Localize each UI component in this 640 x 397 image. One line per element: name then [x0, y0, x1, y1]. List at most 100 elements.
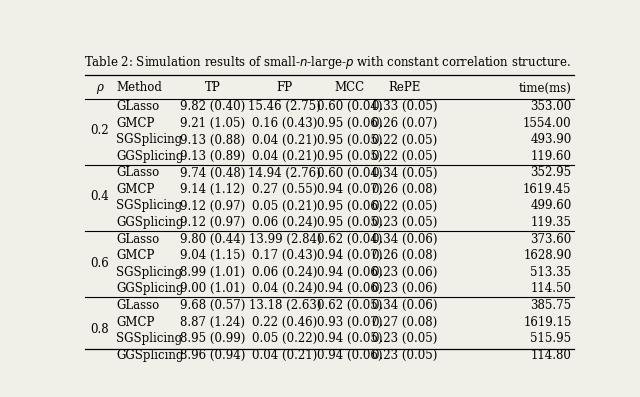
- Text: 0.94 (0.06): 0.94 (0.06): [317, 282, 382, 295]
- Text: SGSplicing: SGSplicing: [116, 133, 182, 146]
- Text: 0.6: 0.6: [90, 257, 109, 270]
- Text: 9.04 (1.15): 9.04 (1.15): [180, 249, 246, 262]
- Text: 0.23 (0.05): 0.23 (0.05): [372, 349, 438, 362]
- Text: 9.12 (0.97): 9.12 (0.97): [180, 216, 246, 229]
- Text: FP: FP: [276, 81, 293, 94]
- Text: 13.18 (2.63): 13.18 (2.63): [248, 299, 321, 312]
- Text: 0.94 (0.06): 0.94 (0.06): [317, 349, 382, 362]
- Text: 0.60 (0.04): 0.60 (0.04): [317, 166, 382, 179]
- Text: 0.23 (0.06): 0.23 (0.06): [372, 282, 438, 295]
- Text: 0.95 (0.05): 0.95 (0.05): [317, 216, 382, 229]
- Text: 114.50: 114.50: [531, 282, 572, 295]
- Text: 0.62 (0.04): 0.62 (0.04): [317, 233, 382, 246]
- Text: 352.95: 352.95: [531, 166, 572, 179]
- Text: 1619.15: 1619.15: [523, 316, 572, 329]
- Text: 9.13 (0.89): 9.13 (0.89): [180, 150, 246, 163]
- Text: 1628.90: 1628.90: [523, 249, 572, 262]
- Text: 0.26 (0.07): 0.26 (0.07): [372, 117, 438, 130]
- Text: 14.94 (2.76): 14.94 (2.76): [248, 166, 321, 179]
- Text: 0.94 (0.05): 0.94 (0.05): [317, 332, 382, 345]
- Text: 513.35: 513.35: [531, 266, 572, 279]
- Text: SGSplicing: SGSplicing: [116, 199, 182, 212]
- Text: time(ms): time(ms): [518, 81, 572, 94]
- Text: 0.95 (0.06): 0.95 (0.06): [317, 199, 382, 212]
- Text: GGSplicing: GGSplicing: [116, 216, 184, 229]
- Text: 114.80: 114.80: [531, 349, 572, 362]
- Text: 8.99 (1.01): 8.99 (1.01): [180, 266, 246, 279]
- Text: GGSplicing: GGSplicing: [116, 282, 184, 295]
- Text: 0.22 (0.05): 0.22 (0.05): [372, 150, 438, 163]
- Text: 0.34 (0.06): 0.34 (0.06): [372, 299, 438, 312]
- Text: 9.13 (0.88): 9.13 (0.88): [180, 133, 246, 146]
- Text: 9.68 (0.57): 9.68 (0.57): [180, 299, 246, 312]
- Text: GLasso: GLasso: [116, 100, 159, 114]
- Text: 9.12 (0.97): 9.12 (0.97): [180, 199, 246, 212]
- Text: 0.05 (0.21): 0.05 (0.21): [252, 199, 317, 212]
- Text: GMCP: GMCP: [116, 117, 155, 130]
- Text: 0.34 (0.05): 0.34 (0.05): [372, 166, 438, 179]
- Text: 0.94 (0.07): 0.94 (0.07): [317, 249, 382, 262]
- Text: MCC: MCC: [334, 81, 364, 94]
- Text: ρ: ρ: [96, 81, 103, 94]
- Text: SGSplicing: SGSplicing: [116, 266, 182, 279]
- Text: 8.96 (0.94): 8.96 (0.94): [180, 349, 246, 362]
- Text: 0.4: 0.4: [90, 191, 109, 203]
- Text: 8.87 (1.24): 8.87 (1.24): [180, 316, 245, 329]
- Text: 0.26 (0.08): 0.26 (0.08): [372, 249, 438, 262]
- Text: 0.17 (0.43): 0.17 (0.43): [252, 249, 317, 262]
- Text: RePE: RePE: [388, 81, 421, 94]
- Text: 0.06 (0.24): 0.06 (0.24): [252, 216, 317, 229]
- Text: 499.60: 499.60: [531, 199, 572, 212]
- Text: GLasso: GLasso: [116, 233, 159, 246]
- Text: 0.93 (0.07): 0.93 (0.07): [317, 316, 382, 329]
- Text: 0.27 (0.08): 0.27 (0.08): [372, 316, 438, 329]
- Text: 9.14 (1.12): 9.14 (1.12): [180, 183, 245, 196]
- Text: 0.04 (0.24): 0.04 (0.24): [252, 282, 317, 295]
- Text: 0.23 (0.05): 0.23 (0.05): [372, 216, 438, 229]
- Text: SGSplicing: SGSplicing: [116, 332, 182, 345]
- Text: 9.74 (0.48): 9.74 (0.48): [180, 166, 246, 179]
- Text: 0.23 (0.05): 0.23 (0.05): [372, 332, 438, 345]
- Text: 119.60: 119.60: [531, 150, 572, 163]
- Text: 15.46 (2.75): 15.46 (2.75): [248, 100, 321, 114]
- Text: GMCP: GMCP: [116, 316, 155, 329]
- Text: 0.95 (0.06): 0.95 (0.06): [317, 117, 382, 130]
- Text: 1619.45: 1619.45: [523, 183, 572, 196]
- Text: 0.16 (0.43): 0.16 (0.43): [252, 117, 317, 130]
- Text: GGSplicing: GGSplicing: [116, 150, 184, 163]
- Text: 0.62 (0.05): 0.62 (0.05): [317, 299, 382, 312]
- Text: 353.00: 353.00: [531, 100, 572, 114]
- Text: 0.04 (0.21): 0.04 (0.21): [252, 133, 317, 146]
- Text: GLasso: GLasso: [116, 166, 159, 179]
- Text: 493.90: 493.90: [531, 133, 572, 146]
- Text: 515.95: 515.95: [531, 332, 572, 345]
- Text: 0.05 (0.22): 0.05 (0.22): [252, 332, 317, 345]
- Text: GMCP: GMCP: [116, 249, 155, 262]
- Text: 373.60: 373.60: [531, 233, 572, 246]
- Text: 9.21 (1.05): 9.21 (1.05): [180, 117, 246, 130]
- Text: 0.22 (0.46): 0.22 (0.46): [252, 316, 317, 329]
- Text: TP: TP: [205, 81, 221, 94]
- Text: 0.26 (0.08): 0.26 (0.08): [372, 183, 438, 196]
- Text: GGSplicing: GGSplicing: [116, 349, 184, 362]
- Text: 0.33 (0.05): 0.33 (0.05): [372, 100, 438, 114]
- Text: 13.99 (2.84): 13.99 (2.84): [248, 233, 321, 246]
- Text: Method: Method: [116, 81, 162, 94]
- Text: 9.80 (0.44): 9.80 (0.44): [180, 233, 246, 246]
- Text: 0.95 (0.05): 0.95 (0.05): [317, 150, 382, 163]
- Text: 9.82 (0.40): 9.82 (0.40): [180, 100, 246, 114]
- Text: 0.06 (0.24): 0.06 (0.24): [252, 266, 317, 279]
- Text: 0.94 (0.06): 0.94 (0.06): [317, 266, 382, 279]
- Text: 0.23 (0.06): 0.23 (0.06): [372, 266, 438, 279]
- Text: 0.22 (0.05): 0.22 (0.05): [372, 133, 438, 146]
- Text: 1554.00: 1554.00: [523, 117, 572, 130]
- Text: 0.2: 0.2: [90, 124, 109, 137]
- Text: 0.22 (0.05): 0.22 (0.05): [372, 199, 438, 212]
- Text: 0.27 (0.55): 0.27 (0.55): [252, 183, 317, 196]
- Text: 119.35: 119.35: [531, 216, 572, 229]
- Text: 0.94 (0.07): 0.94 (0.07): [317, 183, 382, 196]
- Text: 0.04 (0.21): 0.04 (0.21): [252, 349, 317, 362]
- Text: 385.75: 385.75: [531, 299, 572, 312]
- Text: 9.00 (1.01): 9.00 (1.01): [180, 282, 246, 295]
- Text: 0.34 (0.06): 0.34 (0.06): [372, 233, 438, 246]
